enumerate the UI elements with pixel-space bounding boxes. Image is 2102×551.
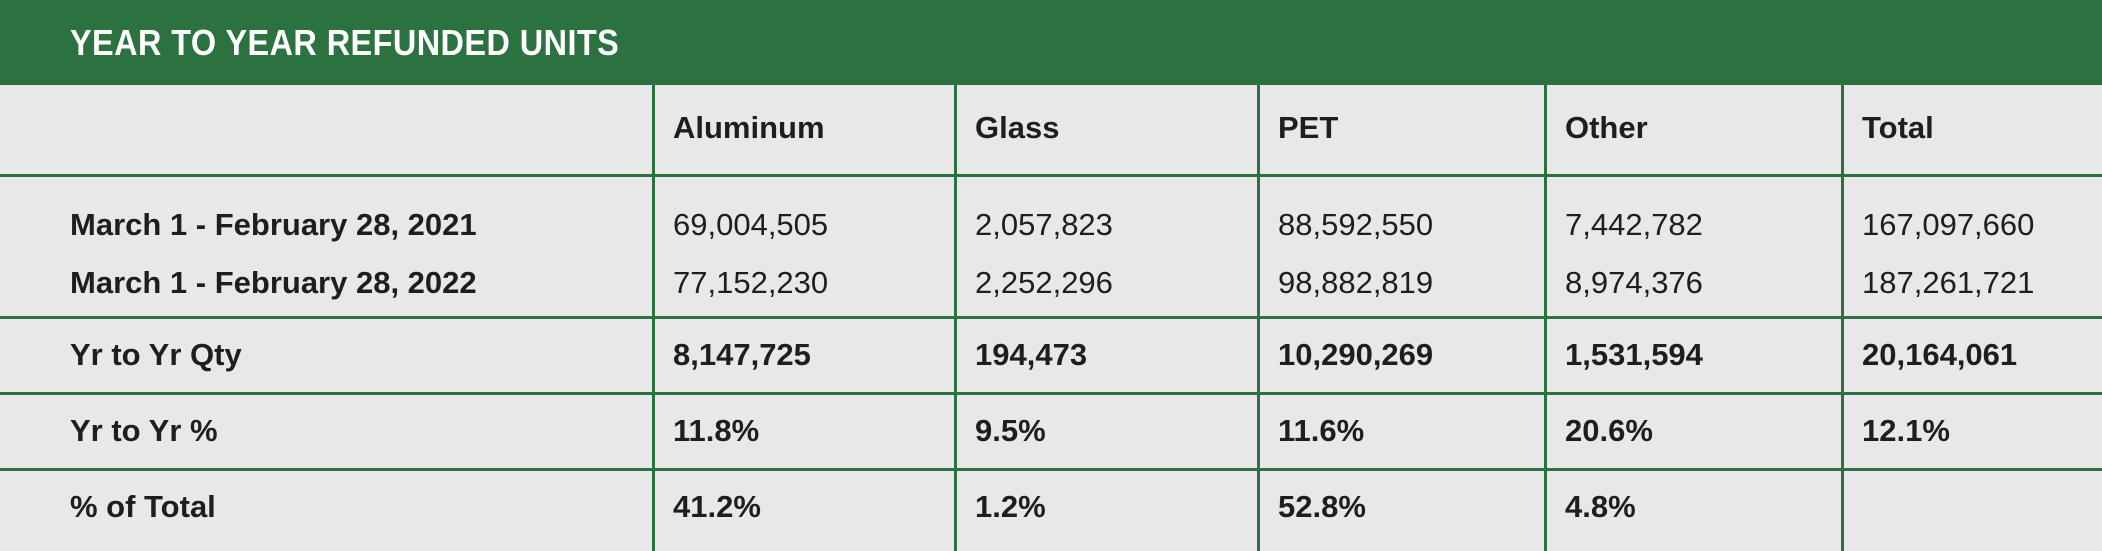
yr-to-yr-pct-row: Yr to Yr % 11.8% 9.5% 11.6% 20.6% 12.1% [0,395,2102,471]
pet-pct-total: 52.8% [1278,489,1366,524]
row-label-yr-pct: Yr to Yr % [70,413,218,448]
row-label-2021: March 1 - February 28, 2021 [70,207,477,242]
pet-yr-qty: 10,290,269 [1278,337,1434,372]
row-label-pct-total: % of Total [70,489,216,524]
aluminum-yr-qty: 8,147,725 [673,337,811,372]
column-header-other: Other [1565,110,1648,145]
row-label-2022: March 1 - February 28, 2022 [70,265,477,300]
total-2022: 187,261,721 [1862,265,2035,300]
period-rows: March 1 - February 28, 2021 69,004,505 2… [0,177,2102,319]
glass-pct-total: 1.2% [975,489,1046,524]
aluminum-yr-pct: 11.8% [673,413,760,448]
other-2021: 7,442,782 [1565,207,1703,242]
column-divider [1544,85,1547,551]
glass-yr-qty: 194,473 [975,337,1088,372]
aluminum-pct-total: 41.2% [673,489,761,524]
column-divider [1257,85,1260,551]
aluminum-2022: 77,152,230 [673,265,829,300]
pet-2022: 98,882,819 [1278,265,1434,300]
total-2021: 167,097,660 [1862,207,2035,242]
table-title: YEAR TO YEAR REFUNDED UNITS [70,22,620,63]
aluminum-2021: 69,004,505 [673,207,829,242]
pet-yr-pct: 11.6% [1278,413,1365,448]
glass-2022: 2,252,296 [975,265,1113,300]
title-banner: YEAR TO YEAR REFUNDED UNITS [0,0,2102,85]
pet-2021: 88,592,550 [1278,207,1434,242]
glass-yr-pct: 9.5% [975,413,1046,448]
column-divider [652,85,655,551]
column-header-pet: PET [1278,110,1339,145]
total-yr-pct: 12.1% [1862,413,1950,448]
yr-to-yr-qty-row: Yr to Yr Qty 8,147,725 194,473 10,290,26… [0,319,2102,395]
glass-2021: 2,057,823 [975,207,1113,242]
pct-of-total-row: % of Total 41.2% 1.2% 52.8% 4.8% [0,471,2102,551]
other-2022: 8,974,376 [1565,265,1703,300]
column-divider [954,85,957,551]
column-divider [1841,85,1844,551]
column-header-total: Total [1862,110,1934,145]
header-row: Aluminum Glass PET Other Total [0,85,2102,177]
other-yr-pct: 20.6% [1565,413,1653,448]
row-label-yr-qty: Yr to Yr Qty [70,337,242,372]
column-header-glass: Glass [975,110,1060,145]
total-yr-qty: 20,164,061 [1862,337,2018,372]
column-header-aluminum: Aluminum [673,110,825,145]
other-yr-qty: 1,531,594 [1565,337,1703,372]
refunded-units-table: Aluminum Glass PET Other Total March 1 -… [0,85,2102,551]
other-pct-total: 4.8% [1565,489,1636,524]
